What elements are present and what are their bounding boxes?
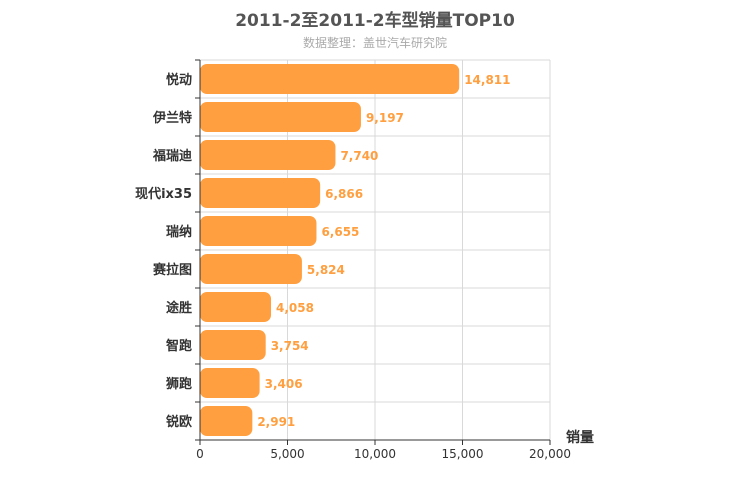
data-label: 4,058: [276, 301, 314, 315]
bar: [200, 64, 460, 94]
bar: [200, 406, 253, 436]
data-label: 3,754: [271, 339, 309, 353]
x-tick-label: 5,000: [270, 447, 304, 461]
bar: [200, 102, 361, 132]
bar: [200, 368, 260, 398]
category-label: 锐欧: [166, 414, 192, 430]
data-label: 2,991: [257, 415, 295, 429]
bar: [200, 292, 272, 322]
x-tick-label: 0: [196, 447, 204, 461]
x-axis-title: 销量: [566, 429, 594, 446]
chart-subtitle: 数据整理：盖世汽车研究院: [302, 36, 447, 50]
data-label: 7,740: [340, 149, 378, 163]
bar: [200, 140, 336, 170]
data-label: 9,197: [366, 111, 404, 125]
category-label: 伊兰特: [152, 110, 192, 126]
x-tick-label: 15,000: [442, 447, 484, 461]
bar: [200, 330, 266, 360]
data-label: 14,811: [464, 73, 510, 87]
category-label: 悦动: [166, 72, 192, 88]
data-label: 3,406: [265, 377, 303, 391]
bar: [200, 254, 302, 284]
bar: [200, 178, 321, 208]
data-label: 6,866: [325, 187, 363, 201]
category-label: 狮跑: [165, 376, 192, 392]
category-label: 途胜: [166, 300, 192, 316]
category-label: 智跑: [166, 338, 192, 354]
bar: [200, 216, 317, 246]
category-label: 福瑞迪: [152, 148, 192, 164]
x-tick-label: 20,000: [529, 447, 571, 461]
data-label: 5,824: [307, 263, 345, 277]
category-label: 赛拉图: [152, 262, 192, 278]
chart-title: 2011-2至2011-2车型销量TOP10: [235, 11, 515, 31]
category-label: 瑞纳: [166, 224, 192, 240]
category-label: 现代ix35: [135, 186, 192, 202]
x-tick-label: 10,000: [354, 447, 396, 461]
data-label: 6,655: [321, 225, 359, 239]
